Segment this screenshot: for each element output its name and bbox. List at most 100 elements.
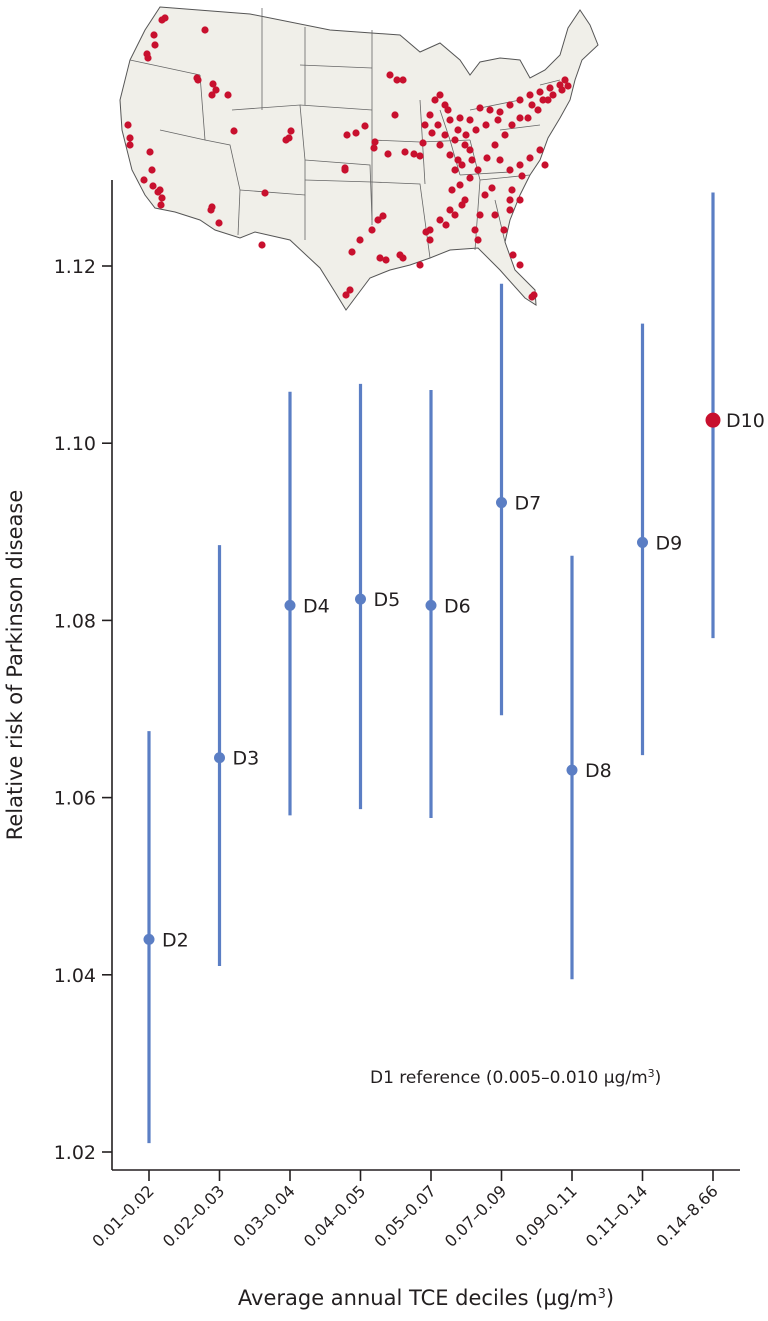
tce-site-dot [528,101,536,109]
tce-site-dot [224,91,232,99]
x-tick-label: 0.11–0.14 [582,1181,651,1250]
tce-site-dot [287,127,295,135]
tce-site-dot [261,189,269,197]
tce-site-dot [399,254,407,262]
tce-site-dot [144,54,152,62]
tce-site-dot [462,131,470,139]
y-tick-label: 1.04 [54,965,96,987]
tce-site-dot [158,194,166,202]
tce-site-dot [343,131,351,139]
tce-site-dot [454,126,462,134]
data-point [496,497,507,509]
y-tick-label: 1.12 [54,256,96,278]
tce-site-dot [482,121,490,129]
tce-site-dot [544,96,552,104]
tce-site-dot [157,201,165,209]
tce-site-dot [356,236,364,244]
x-tick-label: 0.03–0.04 [229,1181,298,1250]
tce-site-dot [436,141,444,149]
x-tick-label: 0.02–0.03 [159,1181,228,1250]
tce-site-dot [526,154,534,162]
tce-site-dot [361,122,369,130]
tce-site-dot [468,156,476,164]
tce-site-dot [209,80,217,88]
tce-site-dot [384,150,392,158]
tce-site-dot [476,211,484,219]
us-map-inset [119,6,599,311]
tce-site-dot [446,206,454,214]
data-point [214,752,225,764]
tce-site-dot [368,226,376,234]
tce-site-dot [208,91,216,99]
tce-site-dot [158,16,166,24]
tce-site-dot [466,174,474,182]
tce-site-dot [516,96,524,104]
point-label: D7 [515,493,542,515]
tce-site-dot [441,101,449,109]
point-label: D2 [162,929,189,951]
tce-site-dot [258,241,266,249]
data-point [425,599,437,611]
tce-site-dot [126,134,134,142]
point-label: D3 [233,748,260,770]
x-tick-label: 0.05–0.07 [370,1181,439,1250]
tce-site-dot [546,84,554,92]
tce-site-dot [474,236,482,244]
tce-site-dot [466,116,474,124]
tce-site-dot [461,141,469,149]
tce-site-dot [509,251,517,259]
tce-site-dot [466,146,474,154]
tce-site-dot [146,148,154,156]
tce-site-dot [282,136,290,144]
tce-site-dot [399,76,407,84]
tce-site-dot [151,41,159,49]
tce-site-dot [506,206,514,214]
tce-site-dot [454,156,462,164]
tce-site-dot [458,201,466,209]
tce-site-dot [410,150,418,158]
tce-site-dot [518,172,526,180]
tce-site-dot [486,106,494,114]
tce-site-dot [391,111,399,119]
point-label: D4 [303,595,330,617]
tce-site-dot [508,186,516,194]
tce-site-dot [451,136,459,144]
y-axis-ticks: 1.02 1.04 1.06 1.08 1.10 1.12 [54,256,112,1164]
tce-site-dot [379,212,387,220]
tce-site-dot [451,211,459,219]
point-label: D8 [585,760,612,782]
tce-site-dot [348,248,356,256]
tce-site-dot [483,154,491,162]
tce-site-dot [342,291,350,299]
tce-site-dot [541,161,549,169]
tce-site-dot [494,116,502,124]
point-label: D5 [374,589,401,611]
x-tick-label: 0.07–0.09 [441,1181,510,1250]
tce-site-dot [434,121,442,129]
tce-site-dot [148,166,156,174]
data-point [566,764,578,776]
us-map-outline [119,6,599,311]
data-point [355,593,366,605]
tce-site-dot [436,91,444,99]
tce-site-dot [416,152,424,160]
tce-site-dot [346,286,354,294]
x-tick-label: 0.09–0.11 [511,1181,580,1250]
data-series: D2 D3 D4 D5 D6 D7 D8 D9 D10 [143,192,765,1144]
tce-site-dot [564,82,572,90]
tce-site-dot [374,216,382,224]
data-point [284,599,296,611]
tce-site-dot [124,121,132,129]
data-point [637,536,648,548]
tce-site-dot [481,191,489,199]
tce-site-dot [558,86,566,94]
tce-site-dot [516,196,524,204]
point-label: D6 [444,595,471,617]
tce-site-dot [426,236,434,244]
tce-site-dot [426,226,434,234]
tce-site-dot [150,31,158,39]
tce-site-dot [156,186,164,194]
point-label: D10 [726,410,765,432]
